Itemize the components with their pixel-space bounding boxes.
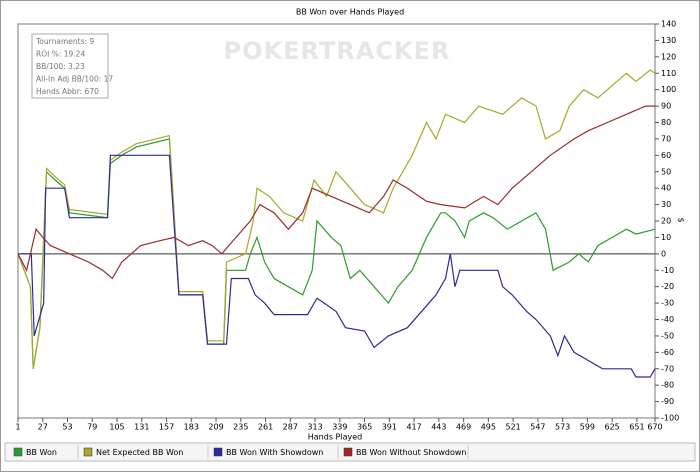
series-line: [17, 138, 656, 369]
x-tick-label: 313: [307, 423, 322, 432]
info-line: BB/100: 3.23: [36, 62, 85, 71]
y-tick-label: 10: [661, 233, 671, 242]
info-line: Tournaments: 9: [35, 37, 94, 46]
x-tick-label: 365: [357, 423, 372, 432]
legend-label: BB Won Without Showdown: [356, 448, 466, 457]
legend-item: Net Expected BB Won: [83, 445, 209, 459]
y-tick-label: 100: [661, 85, 676, 94]
legend-swatch: [83, 447, 93, 457]
x-tick-label: 79: [87, 423, 97, 432]
y-tick-label: 0: [661, 249, 666, 258]
legend-label: BB Won With Showdown: [226, 448, 323, 457]
y-tick-label: 80: [661, 118, 671, 127]
y-tick-label: -100: [661, 414, 679, 423]
info-line: ROI %: 19.24: [36, 50, 85, 59]
x-tick-label: 625: [605, 423, 620, 432]
legend-swatch: [343, 447, 353, 457]
y-tick-label: -40: [661, 315, 674, 324]
x-tick-label: 235: [233, 423, 248, 432]
x-tick-label: 391: [382, 423, 397, 432]
x-tick-label: 105: [109, 423, 124, 432]
y-tick-label: 20: [661, 217, 671, 226]
watermark: POKERTRACKER: [224, 37, 451, 65]
x-tick-label: 287: [283, 423, 298, 432]
info-frame: [31, 33, 109, 99]
legend-label: Net Expected BB Won: [96, 448, 183, 457]
y-tick-label: 140: [661, 20, 676, 29]
y-tick-label: -90: [661, 397, 674, 406]
info-line: Hands Abbr: 670: [36, 87, 99, 96]
legend-item: BB Won: [13, 445, 79, 459]
legend-swatch: [213, 447, 223, 457]
y-tick-label: -60: [661, 348, 674, 357]
y-tick-label: -10: [661, 266, 674, 275]
y-tick-label: -80: [661, 381, 674, 390]
x-tick-label: 157: [159, 423, 174, 432]
legend-swatch: [13, 447, 23, 457]
x-tick-label: 417: [406, 423, 421, 432]
y-axis-label: $: [677, 217, 686, 222]
y-tick-label: 40: [661, 184, 671, 193]
x-tick-label: 573: [555, 423, 570, 432]
x-tick-label: 261: [258, 423, 273, 432]
y-tick-label: 110: [661, 69, 676, 78]
x-tick-label: 469: [456, 423, 471, 432]
y-tick-label: -50: [661, 331, 674, 340]
x-tick-label: 651: [629, 423, 644, 432]
series-line: [17, 105, 655, 280]
x-tick-label: 547: [530, 423, 545, 432]
legend-item: BB Won Without Showdown: [343, 445, 469, 459]
info-line: All-In Adj BB/100: 17: [36, 75, 113, 84]
x-tick-label: 443: [431, 423, 446, 432]
y-tick-label: 30: [661, 200, 671, 209]
x-tick-label: 521: [505, 423, 520, 432]
legend-item: BB Won With Showdown: [213, 445, 339, 459]
x-tick-label: 131: [134, 423, 149, 432]
x-tick-label: 670: [647, 423, 662, 432]
x-tick-label: 53: [62, 423, 72, 432]
x-tick-label: 183: [184, 423, 199, 432]
y-tick-label: 130: [661, 36, 676, 45]
y-tick-label: 70: [661, 134, 671, 143]
y-tick-label: 90: [661, 102, 671, 111]
x-tick-label: 27: [38, 423, 48, 432]
x-tick-label: 1: [15, 423, 20, 432]
legend-label: BB Won: [26, 448, 57, 457]
y-tick-label: -70: [661, 364, 674, 373]
x-tick-label: 599: [580, 423, 595, 432]
x-tick-label: 495: [481, 423, 496, 432]
series-line: [18, 154, 656, 378]
y-tick-label: 50: [661, 167, 671, 176]
y-tick-label: 120: [661, 52, 676, 61]
chart-title: BB Won over Hands Played: [296, 8, 404, 17]
x-tick-label: 339: [332, 423, 347, 432]
x-tick-label: 209: [208, 423, 223, 432]
y-tick-label: -30: [661, 299, 674, 308]
y-tick-label: -20: [661, 282, 674, 291]
info-box: Tournaments: 9 ROI %: 19.24 BB/100: 3.23 Al…: [31, 33, 113, 99]
y-tick-label: 60: [661, 151, 671, 160]
x-axis-label: Hands Played: [308, 433, 362, 442]
